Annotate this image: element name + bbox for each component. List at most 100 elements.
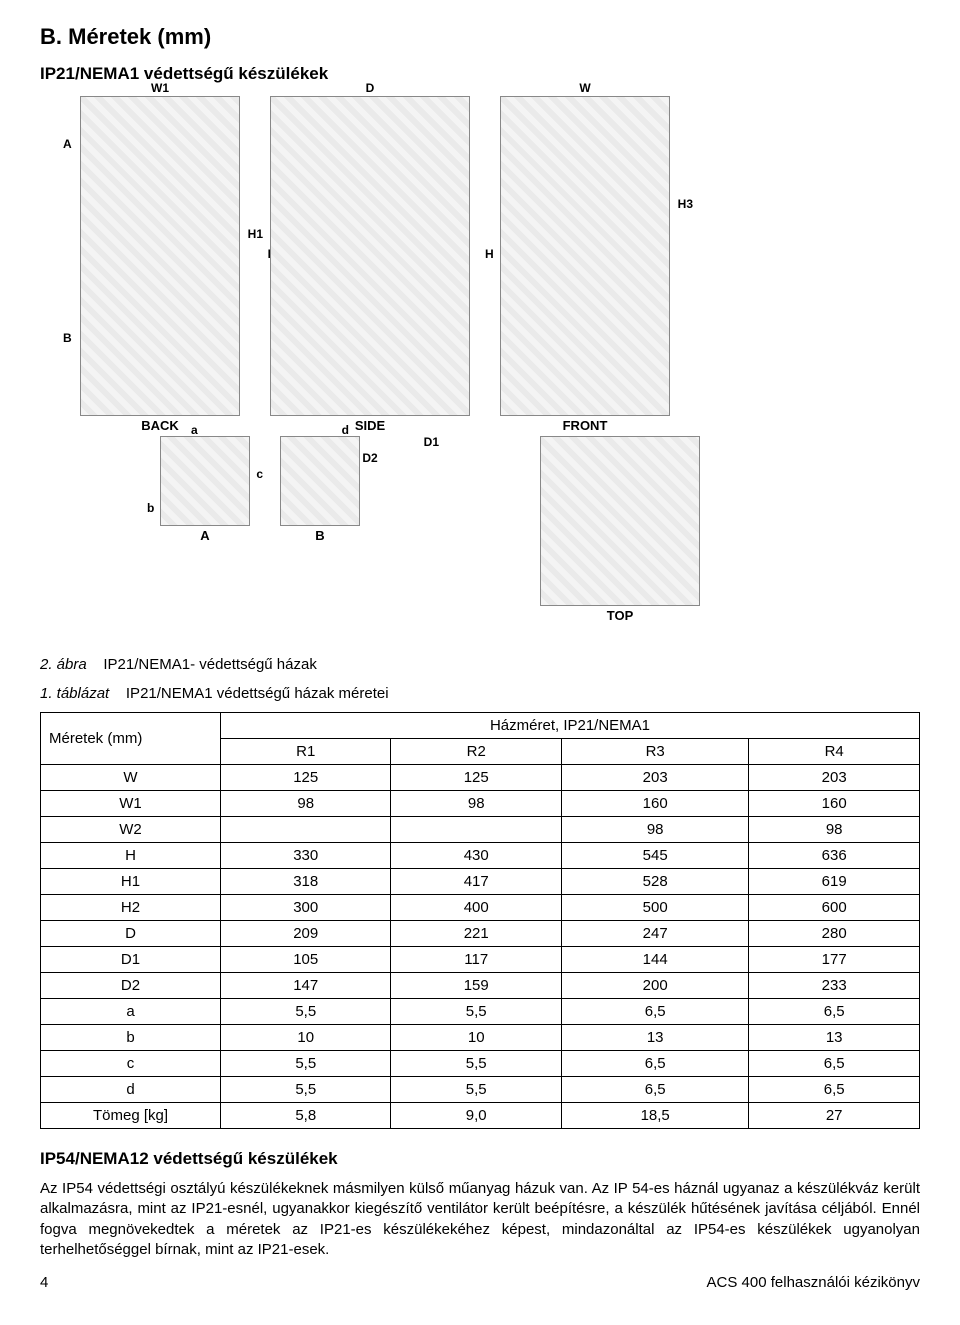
table-row-label: W2 (41, 817, 221, 843)
figure-caption: 2. ábra IP21/NEMA1- védettségű házak (40, 656, 920, 673)
diagram-front: FRONT W H H3 (500, 96, 670, 416)
table-cell: 5,5 (221, 1077, 391, 1103)
table-cell: 125 (221, 765, 391, 791)
table-cell: 13 (749, 1025, 920, 1051)
table-cell: 147 (221, 973, 391, 999)
table-cell: 98 (561, 817, 748, 843)
table-row-label: Tömeg [kg] (41, 1103, 221, 1129)
table-cell: 6,5 (749, 1051, 920, 1077)
footer-book: ACS 400 felhasználói kézikönyv (707, 1274, 920, 1291)
table-cell: 144 (561, 947, 748, 973)
table-cell: 98 (749, 817, 920, 843)
table-cell (391, 817, 561, 843)
table-row: a5,55,56,56,5 (41, 999, 920, 1025)
table-row: D209221247280 (41, 921, 920, 947)
table-col-header: R3 (561, 739, 748, 765)
table-cell: 6,5 (561, 999, 748, 1025)
table-cell: 160 (561, 791, 748, 817)
table-cell: 209 (221, 921, 391, 947)
table-cell: 203 (749, 765, 920, 791)
table-cell: 5,5 (391, 1077, 561, 1103)
table-cell: 247 (561, 921, 748, 947)
table-header-label: Méretek (mm) (41, 713, 221, 765)
table-cell: 6,5 (749, 1077, 920, 1103)
table-cell: 203 (561, 765, 748, 791)
table-cell (221, 817, 391, 843)
table-row: H1318417528619 (41, 869, 920, 895)
table-row-label: d (41, 1077, 221, 1103)
diagram-detail-b: B d (280, 436, 360, 526)
table-cell: 5,5 (391, 999, 561, 1025)
table-cell: 233 (749, 973, 920, 999)
table-row-label: a (41, 999, 221, 1025)
table-row-label: D (41, 921, 221, 947)
table-cell: 545 (561, 843, 748, 869)
table-cell: 200 (561, 973, 748, 999)
table-cell: 6,5 (749, 999, 920, 1025)
table-row-label: W1 (41, 791, 221, 817)
table-row: b10101313 (41, 1025, 920, 1051)
table-row: D2147159200233 (41, 973, 920, 999)
table-cell: 318 (221, 869, 391, 895)
table-cell: 600 (749, 895, 920, 921)
table-row: W2 9898 (41, 817, 920, 843)
table-caption-text: IP21/NEMA1 védettségű házak méretei (126, 685, 389, 702)
table-cell: 330 (221, 843, 391, 869)
table-row-label: H2 (41, 895, 221, 921)
table-cell: 125 (391, 765, 561, 791)
figure-caption-prefix: 2. ábra (40, 656, 87, 673)
table-cell: 159 (391, 973, 561, 999)
table-cell: 98 (391, 791, 561, 817)
table-cell: 400 (391, 895, 561, 921)
table-cell: 27 (749, 1103, 920, 1129)
table-row: c5,55,56,56,5 (41, 1051, 920, 1077)
table-row: H2300400500600 (41, 895, 920, 921)
table-header-group: Házméret, IP21/NEMA1 (221, 713, 920, 739)
table-cell: 417 (391, 869, 561, 895)
table-cell: 9,0 (391, 1103, 561, 1129)
table-cell: 619 (749, 869, 920, 895)
diagram-back: BACK W1 A B H1 H2 (80, 96, 240, 416)
diagram-area: BACK W1 A B H1 H2 SIDE D D1 D2 FRONT W H… (40, 96, 920, 606)
table-row: W125125203203 (41, 765, 920, 791)
dimensions-table: Méretek (mm) Házméret, IP21/NEMA1 R1R2R3… (40, 712, 920, 1129)
table-cell: 528 (561, 869, 748, 895)
table-row: Tömeg [kg]5,89,018,527 (41, 1103, 920, 1129)
body-paragraph: Az IP54 védettségi osztályú készülékekne… (40, 1179, 920, 1260)
diagram-detail-a: A a b c (160, 436, 250, 526)
table-cell: 430 (391, 843, 561, 869)
table-cell: 105 (221, 947, 391, 973)
diagram-side: SIDE D D1 D2 (270, 96, 470, 416)
table-cell: 5,5 (391, 1051, 561, 1077)
table-cell: 13 (561, 1025, 748, 1051)
footer-page: 4 (40, 1274, 48, 1291)
table-cell: 6,5 (561, 1051, 748, 1077)
table-cell: 18,5 (561, 1103, 748, 1129)
table-row: d5,55,56,56,5 (41, 1077, 920, 1103)
table-col-header: R4 (749, 739, 920, 765)
table-cell: 5,8 (221, 1103, 391, 1129)
table-row-label: D2 (41, 973, 221, 999)
table-row-label: W (41, 765, 221, 791)
table-cell: 5,5 (221, 999, 391, 1025)
table-row: W19898160160 (41, 791, 920, 817)
table-cell: 300 (221, 895, 391, 921)
table-cell: 6,5 (561, 1077, 748, 1103)
table-col-header: R1 (221, 739, 391, 765)
table-row-label: H (41, 843, 221, 869)
table-caption-prefix: 1. táblázat (40, 685, 109, 702)
table-cell: 280 (749, 921, 920, 947)
table-cell: 160 (749, 791, 920, 817)
figure-caption-text: IP21/NEMA1- védettségű házak (103, 656, 316, 673)
table-row-label: D1 (41, 947, 221, 973)
table-cell: 117 (391, 947, 561, 973)
table-cell: 5,5 (221, 1051, 391, 1077)
table-row: H330430545636 (41, 843, 920, 869)
section-heading: B. Méretek (mm) (40, 24, 920, 50)
table-caption: 1. táblázat IP21/NEMA1 védettségű házak … (40, 685, 920, 702)
subsection-heading-2: IP54/NEMA12 védettségű készülékek (40, 1149, 920, 1169)
table-col-header: R2 (391, 739, 561, 765)
page-footer: 4 ACS 400 felhasználói kézikönyv (40, 1274, 920, 1291)
table-cell: 636 (749, 843, 920, 869)
table-row-label: H1 (41, 869, 221, 895)
